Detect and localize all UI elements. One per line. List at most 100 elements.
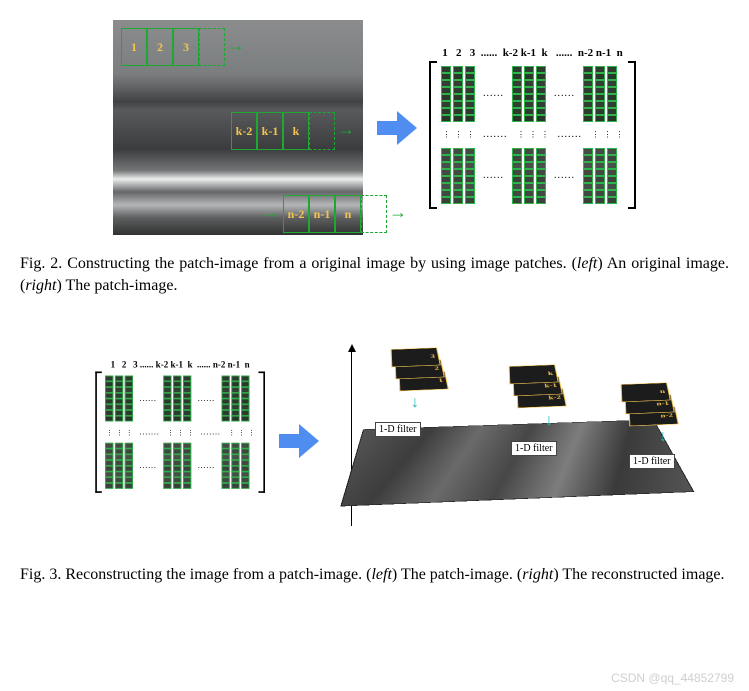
patch-cell: [465, 87, 475, 94]
patch-cell: [453, 197, 463, 204]
patch-cell: [524, 87, 534, 94]
figure-2: 123→k-2k-1k→n-2n-1n→→ 1 2 3 ...... k-2 k…: [20, 20, 729, 296]
column-strip: [583, 148, 593, 204]
patch-cell: [105, 416, 113, 422]
vdots: ⋮: [441, 130, 451, 139]
column-strip: [183, 443, 191, 489]
patch-cell: [607, 155, 617, 162]
patch-box-next: [309, 112, 335, 150]
patch-cell: [512, 155, 522, 162]
patch-cell: [595, 169, 605, 176]
patch-cell: [595, 176, 605, 183]
ellipsis: ......: [140, 461, 157, 470]
matrix-inner: ............⋮⋮⋮.......⋮⋮⋮.......⋮⋮⋮.....…: [102, 372, 259, 493]
column-strip: [115, 376, 123, 422]
patch-cell: [536, 94, 546, 101]
patch-cell: [222, 483, 230, 489]
column-strip: [465, 66, 475, 122]
patch-stack: kk-1k-2: [509, 358, 563, 418]
patch-cell: [536, 108, 546, 115]
patch-cell: [441, 80, 451, 87]
patch-cell: [583, 115, 593, 122]
vdots: ⋮: [453, 130, 463, 139]
patch-cell: [595, 183, 605, 190]
big-arrow-icon: [373, 105, 419, 151]
caption-text: ) The patch-image.: [56, 277, 177, 294]
column-strip: [595, 148, 605, 204]
fig3-caption: Fig. 3. Reconstructing the image from a …: [20, 564, 729, 586]
vdots: ⋮: [602, 130, 612, 139]
patch-cell: [441, 162, 451, 169]
patch-cell: [536, 115, 546, 122]
patch-cell: [453, 169, 463, 176]
column-strip: [441, 148, 451, 204]
patch-cell: [607, 101, 617, 108]
matrix-dots-row: ⋮⋮⋮.......⋮⋮⋮.......⋮⋮⋮: [441, 128, 624, 142]
patch-cell: [453, 94, 463, 101]
patch-cell: [465, 155, 475, 162]
patch-cell: [583, 169, 593, 176]
patch-cell: [595, 108, 605, 115]
column-strip: [115, 443, 123, 489]
column-strip: [465, 148, 475, 204]
patch-cell: [441, 87, 451, 94]
patch-cell: [115, 416, 123, 422]
vdots: ⋮: [516, 130, 526, 139]
vdots-group: ⋮⋮⋮: [516, 130, 550, 139]
patch-cell: [607, 94, 617, 101]
vdots: ⋮: [540, 130, 550, 139]
patch-cell: [583, 197, 593, 204]
column-strip: [453, 66, 463, 122]
bracket-right: [628, 61, 636, 209]
patch-cell: [583, 155, 593, 162]
column-group: [583, 148, 617, 204]
vdots: ⋮: [614, 130, 624, 139]
patch-cell: [524, 101, 534, 108]
patch-cell: [465, 148, 475, 155]
ellipsis: ......: [554, 170, 575, 181]
column-strip: [524, 66, 534, 122]
patch-cell: [512, 66, 522, 73]
caption-text: ) The patch-image. (: [392, 566, 522, 583]
patch-cell: [163, 483, 171, 489]
patch-cell: [453, 183, 463, 190]
patch-stack: nn-1n-2: [621, 376, 675, 436]
column-strip: [607, 66, 617, 122]
matrix-row: ............: [105, 376, 255, 422]
patch-cell: [595, 101, 605, 108]
ellipsis: ......: [198, 394, 215, 403]
column-group: [163, 443, 191, 489]
column-strip: [607, 148, 617, 204]
patch-stack: 321: [391, 341, 445, 401]
column-strip: [231, 376, 239, 422]
column-strip: [512, 66, 522, 122]
patch-cell: [583, 94, 593, 101]
patch-plate: 3: [391, 348, 441, 368]
patch-cell: [595, 115, 605, 122]
patch-cell: [453, 66, 463, 73]
patch-cell: [441, 190, 451, 197]
patch-cell: [173, 416, 181, 422]
patch-cell: [465, 94, 475, 101]
big-arrow-icon: [275, 418, 321, 464]
patch-cell: [512, 80, 522, 87]
column-strip: [583, 66, 593, 122]
patch-cell: [524, 80, 534, 87]
column-group: [441, 148, 475, 204]
patch-cell: [453, 176, 463, 183]
fig2-original-image: 123→k-2k-1k→n-2n-1n→→: [113, 20, 363, 235]
patch-cell: [583, 101, 593, 108]
patch-cell: [536, 190, 546, 197]
patch-cell: [607, 87, 617, 94]
vdots-group: ⋮⋮⋮: [441, 130, 475, 139]
fig3-reconstruction: 321kk-1k-2nn-1n-2↓↓↓1-D filter1-D filter…: [331, 336, 691, 546]
patch-cell: [524, 155, 534, 162]
patch-cell: [536, 183, 546, 190]
column-strip: [241, 443, 249, 489]
fig2-matrix: 1 2 3 ...... k-2 k-1 k ...... n-2 n-1 n …: [429, 47, 636, 209]
patch-cell: [173, 483, 181, 489]
patch-cell: [125, 483, 133, 489]
vdots-group: ⋮⋮⋮: [166, 429, 194, 436]
patch-cell: [465, 176, 475, 183]
vdots: ⋮: [237, 429, 245, 436]
